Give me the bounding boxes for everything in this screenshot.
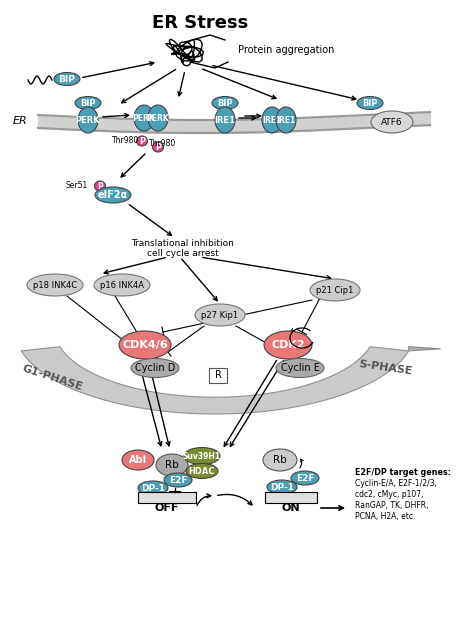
Text: BIP: BIP	[80, 99, 96, 108]
Text: IRE1: IRE1	[263, 115, 282, 124]
Ellipse shape	[267, 480, 297, 494]
Text: Rb: Rb	[273, 455, 287, 465]
Ellipse shape	[27, 274, 83, 296]
Text: ATF6: ATF6	[381, 117, 403, 126]
Text: DP-1: DP-1	[141, 484, 165, 493]
Ellipse shape	[138, 481, 168, 495]
Text: Thr980: Thr980	[149, 138, 177, 147]
Ellipse shape	[371, 111, 413, 133]
Text: E2F/DP target genes:: E2F/DP target genes:	[355, 468, 451, 477]
Text: P: P	[139, 137, 145, 146]
Ellipse shape	[291, 471, 319, 485]
Ellipse shape	[137, 136, 147, 146]
Ellipse shape	[54, 73, 80, 86]
Text: cdc2, cMyc, p107,: cdc2, cMyc, p107,	[355, 490, 423, 499]
Ellipse shape	[164, 473, 192, 487]
Text: BIP: BIP	[362, 99, 378, 108]
Ellipse shape	[262, 107, 282, 133]
Text: RanGAP, TK, DHFR,: RanGAP, TK, DHFR,	[355, 501, 428, 510]
Text: p21 Cip1: p21 Cip1	[316, 285, 354, 294]
Ellipse shape	[75, 97, 101, 109]
Text: p27 Kip1: p27 Kip1	[201, 310, 238, 319]
Text: IRE1: IRE1	[276, 115, 296, 124]
Text: PERK: PERK	[76, 115, 100, 124]
FancyBboxPatch shape	[209, 368, 227, 383]
Ellipse shape	[94, 274, 150, 296]
Text: Thr980: Thr980	[112, 135, 140, 144]
Text: CDK2: CDK2	[271, 340, 305, 350]
Text: P: P	[155, 142, 161, 151]
Text: eIF2α: eIF2α	[98, 190, 128, 200]
Text: E2F: E2F	[169, 475, 187, 484]
Text: PCNA, H2A, etc.: PCNA, H2A, etc.	[355, 512, 415, 521]
FancyBboxPatch shape	[265, 492, 317, 503]
Text: Rb: Rb	[165, 460, 179, 470]
Ellipse shape	[186, 464, 218, 478]
Polygon shape	[409, 346, 441, 351]
Text: G1-PHASE: G1-PHASE	[20, 363, 83, 392]
Text: OFF: OFF	[155, 503, 179, 513]
Text: Ser51: Ser51	[66, 180, 88, 189]
Text: Cyclin-E/A, E2F-1/2/3,: Cyclin-E/A, E2F-1/2/3,	[355, 479, 437, 488]
Text: PERK: PERK	[146, 113, 169, 122]
Text: P: P	[97, 182, 103, 191]
Text: IRE1: IRE1	[215, 115, 236, 124]
Ellipse shape	[153, 142, 164, 152]
Text: ER Stress: ER Stress	[152, 14, 248, 32]
Text: HDAC: HDAC	[189, 466, 215, 475]
Ellipse shape	[276, 359, 324, 377]
Ellipse shape	[357, 97, 383, 109]
Text: BIP: BIP	[59, 75, 75, 84]
Text: cell cycle arrest: cell cycle arrest	[147, 249, 219, 258]
Ellipse shape	[264, 331, 312, 359]
Text: p18 INK4C: p18 INK4C	[33, 281, 77, 290]
Text: ER: ER	[13, 116, 27, 126]
Text: Protein aggregation: Protein aggregation	[238, 45, 334, 55]
Ellipse shape	[95, 187, 131, 203]
Ellipse shape	[134, 105, 154, 131]
Ellipse shape	[94, 181, 106, 191]
Ellipse shape	[276, 107, 296, 133]
Text: Suv39H1: Suv39H1	[183, 451, 221, 460]
Text: Abl: Abl	[129, 455, 147, 465]
Text: ON: ON	[282, 503, 301, 513]
Ellipse shape	[156, 454, 188, 476]
Ellipse shape	[212, 97, 238, 109]
FancyBboxPatch shape	[138, 492, 196, 503]
Ellipse shape	[122, 450, 154, 470]
Ellipse shape	[184, 448, 220, 464]
Ellipse shape	[215, 107, 235, 133]
Text: p16 INK4A: p16 INK4A	[100, 281, 144, 290]
Ellipse shape	[131, 359, 179, 377]
Ellipse shape	[263, 449, 297, 471]
Text: R: R	[215, 370, 221, 380]
Text: PERK: PERK	[133, 113, 155, 122]
Text: E2F: E2F	[296, 473, 314, 482]
Ellipse shape	[119, 331, 171, 359]
Ellipse shape	[78, 107, 98, 133]
Polygon shape	[21, 346, 409, 414]
Ellipse shape	[310, 279, 360, 301]
Text: S-PHASE: S-PHASE	[358, 359, 413, 377]
Text: Translational inhibition: Translational inhibition	[132, 238, 235, 247]
Text: Cyclin D: Cyclin D	[135, 363, 175, 373]
Ellipse shape	[195, 304, 245, 326]
Text: CDK4/6: CDK4/6	[122, 340, 168, 350]
Text: DP-1: DP-1	[270, 482, 294, 491]
Ellipse shape	[148, 105, 168, 131]
Text: BIP: BIP	[217, 99, 233, 108]
Text: Cyclin E: Cyclin E	[281, 363, 319, 373]
